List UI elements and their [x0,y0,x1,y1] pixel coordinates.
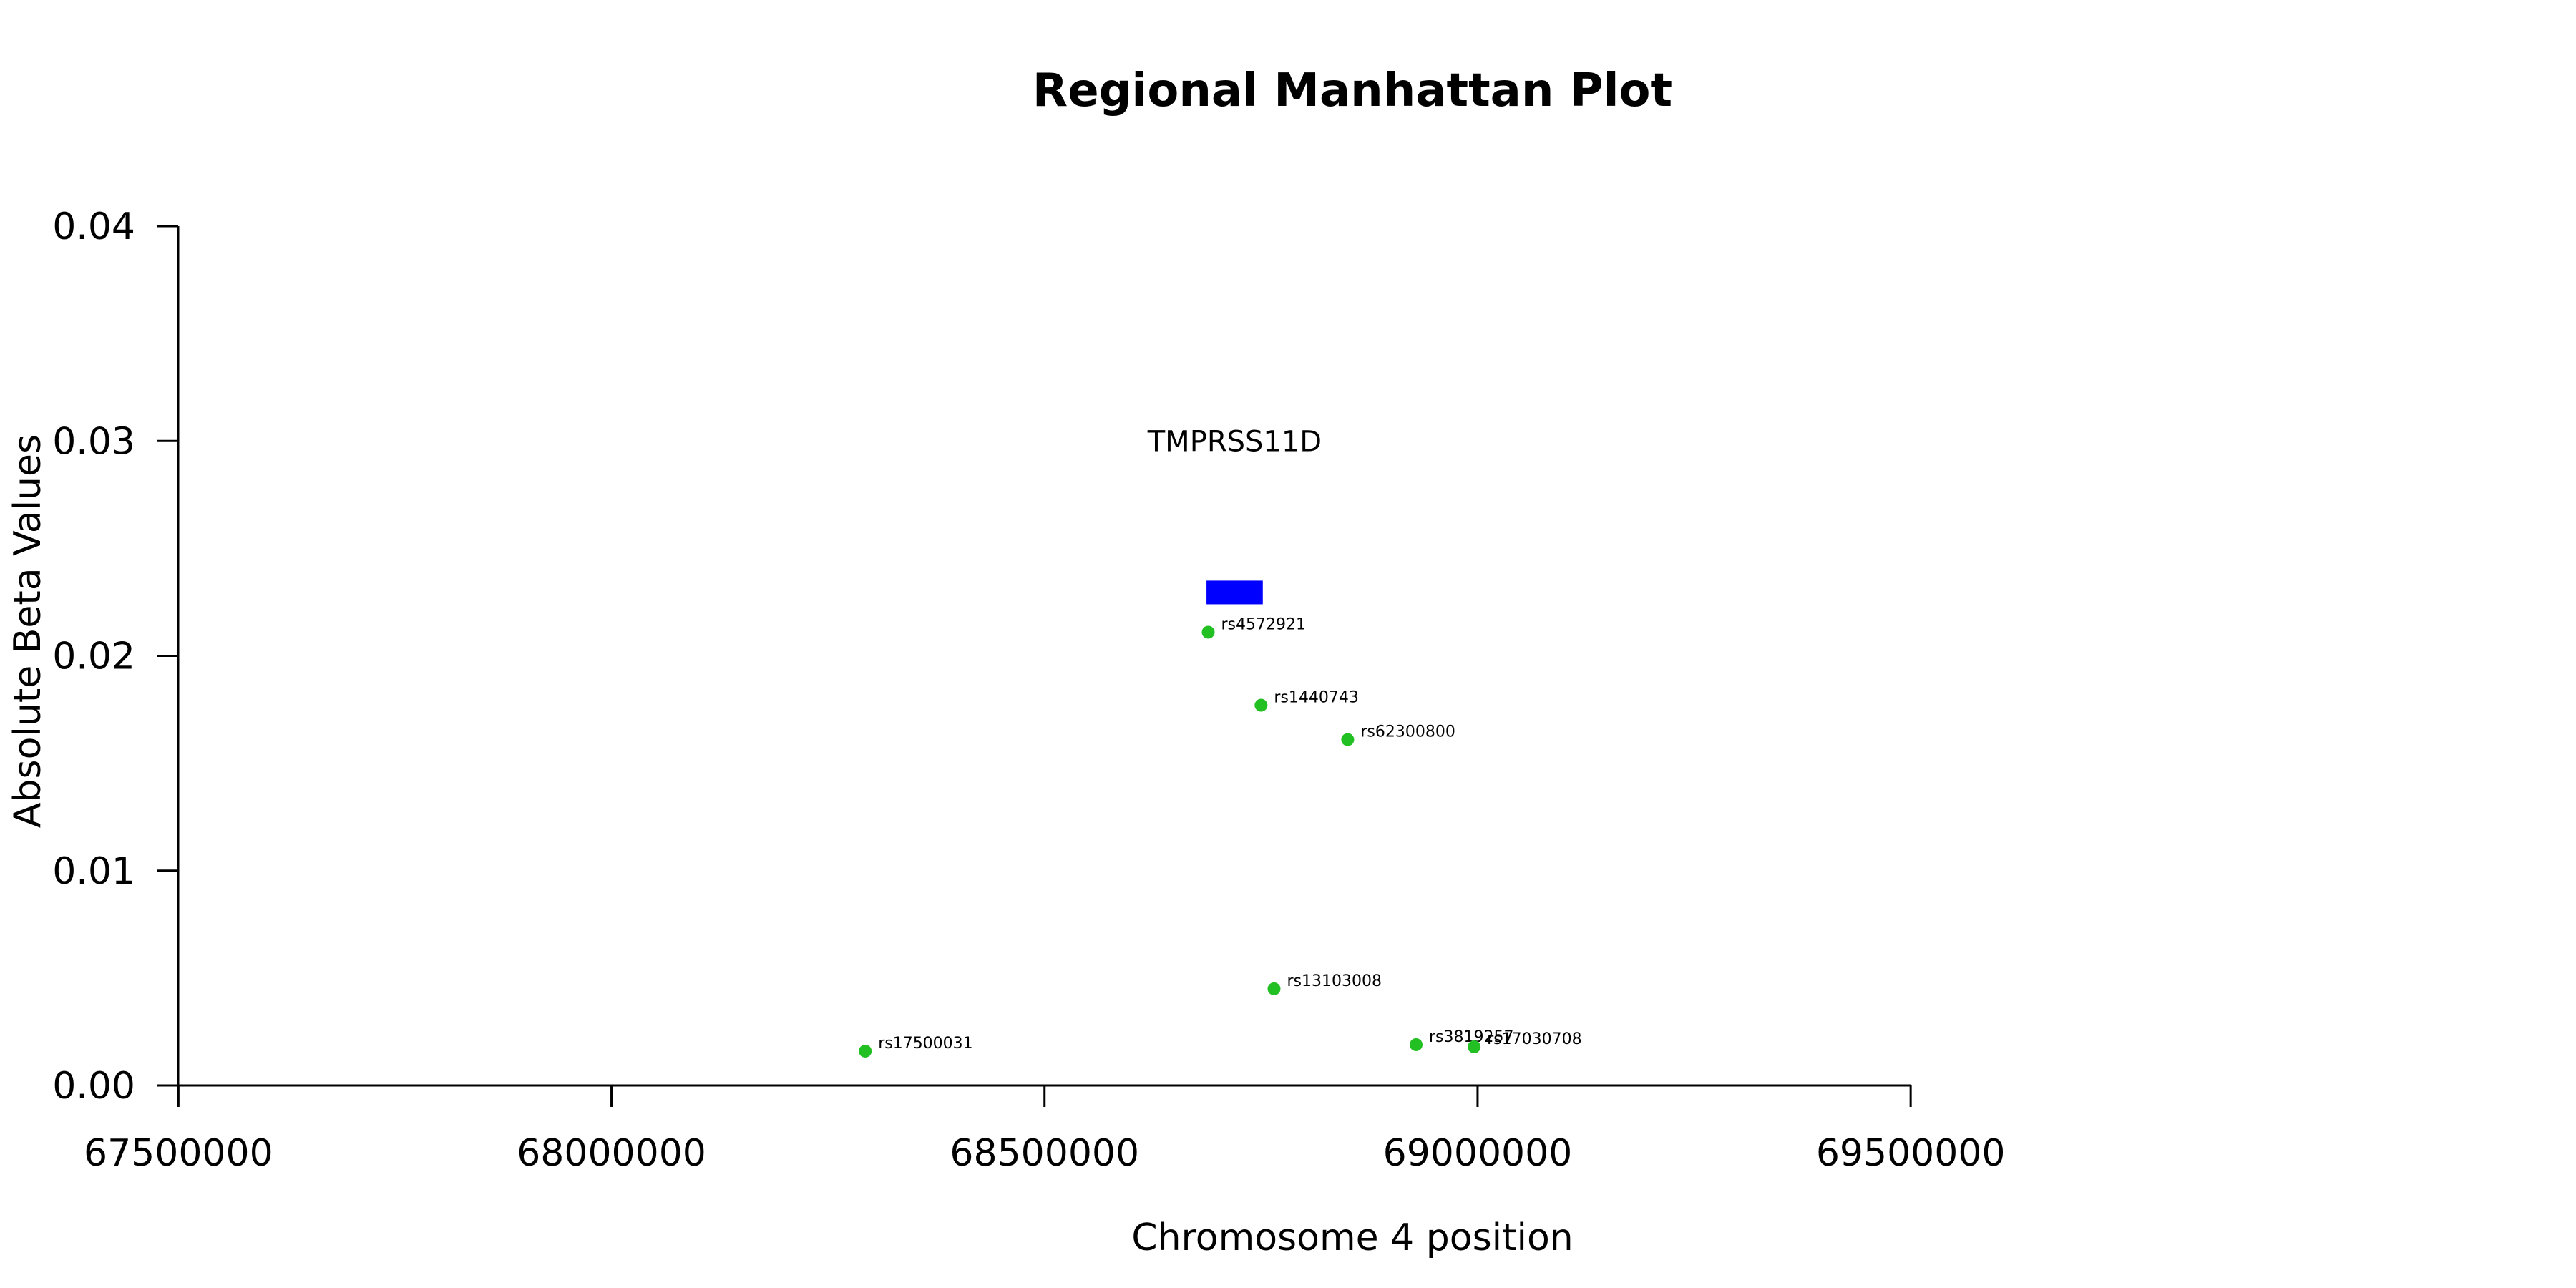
snp-point [1410,1038,1423,1051]
snp-label: rs1440743 [1274,689,1359,707]
y-tick-label: 0.01 [52,850,135,893]
x-axis-label: Chromosome 4 position [1131,1216,1573,1259]
x-tick-label: 67500000 [84,1132,273,1175]
snp-points: rs17500031 rs4572921 rs1440743 rs13103008 rs… [859,615,1582,1058]
snp-point [1468,1040,1481,1053]
snp-label: rs13103008 [1287,972,1382,990]
y-axis-label: Absolute Beta Values [6,434,49,828]
snp-label: rs4572921 [1221,615,1307,633]
snp-point [1341,733,1355,746]
snp-point [859,1044,872,1058]
y-tick-label: 0.02 [52,635,135,678]
gene-track: TMPRSS11D [1147,425,1322,605]
x-tick-label: 68500000 [950,1132,1139,1175]
y-tick-label: 0.03 [52,420,135,463]
snp-label: rs62300800 [1360,723,1455,741]
snp-label: rs17500031 [878,1035,972,1053]
x-axis: 67500000 68000000 68500000 69000000 69500000 [84,1084,2006,1175]
chart-title: Regional Manhattan Plot [1033,64,1672,117]
snp-point [1267,982,1281,995]
x-tick-label: 69500000 [1816,1132,2006,1175]
snp-label: rs17030708 [1487,1030,1581,1048]
gene-box [1206,580,1263,605]
y-tick-label: 0.00 [52,1065,135,1108]
snp-point [1254,698,1268,712]
x-tick-label: 69000000 [1383,1132,1573,1175]
x-tick-label: 68000000 [517,1132,706,1175]
y-tick-label: 0.04 [52,205,135,248]
gene-label: TMPRSS11D [1147,425,1322,458]
y-axis: 0.00 0.01 0.02 0.03 0.04 [52,205,180,1108]
snp-point [1201,625,1215,639]
